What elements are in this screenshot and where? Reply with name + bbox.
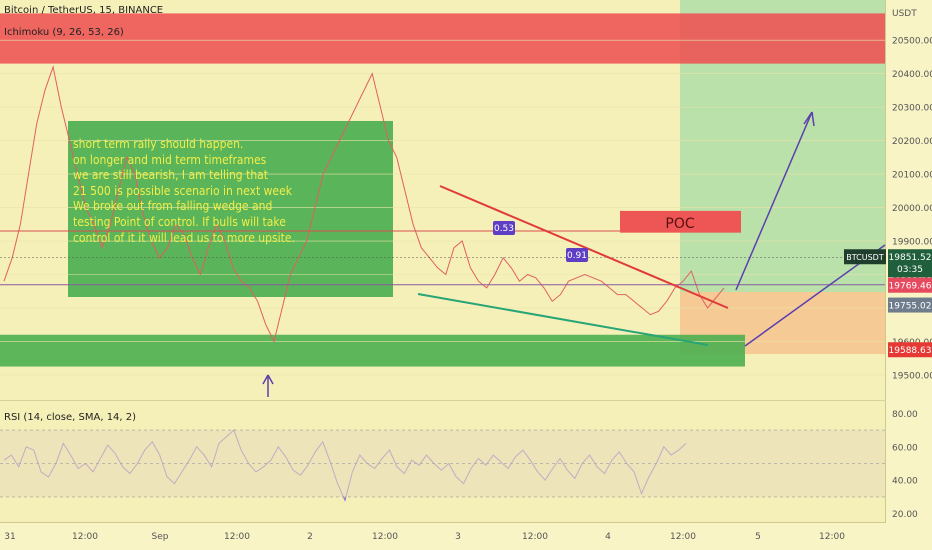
price-tick: 20000.00 [892, 204, 932, 214]
level-3-badge [888, 342, 932, 358]
time-tick: 12:00 [522, 532, 548, 542]
symbol-badge [844, 249, 886, 265]
time-tick: 3 [455, 532, 461, 542]
price-tick: 20100.00 [892, 171, 932, 181]
price-tick: 19500.00 [892, 371, 932, 381]
support-arrowhead [262, 374, 274, 385]
time-tick: 4 [605, 532, 611, 542]
wedge-bottom-line [417, 293, 709, 346]
annotation-line: testing Point of control. If bulls will … [73, 214, 286, 229]
level-3-value: 19588.63 [889, 346, 932, 356]
annotation-text: short term rally should happen. on longe… [73, 137, 393, 246]
ratio-badge-1 [493, 221, 515, 235]
poc-zone [620, 210, 741, 233]
time-tick: 2 [307, 532, 313, 542]
currency-label: USDT [892, 9, 917, 19]
target-arrowhead [803, 111, 815, 127]
annotation-line: control of it it will lead us to more up… [73, 230, 295, 245]
countdown-value: 03:35 [897, 265, 923, 275]
time-tick: 31 [4, 532, 15, 542]
annotation-box [68, 121, 393, 297]
time-axis [0, 522, 886, 550]
rsi-tick: 20.00 [892, 510, 918, 520]
level-1-badge [888, 277, 932, 293]
support-zone [0, 334, 745, 367]
rsi-tick: 60.00 [892, 443, 918, 453]
price-tick: 20500.00 [892, 37, 932, 47]
resistance-zone [0, 13, 885, 64]
price-line [3, 65, 725, 343]
annotation-line: We broke out from falling wedge and [73, 199, 273, 214]
annotation-line: 21 500 is possible scenario in next week [73, 183, 292, 198]
target-arrow-line [735, 111, 813, 291]
time-tick: 12:00 [224, 532, 250, 542]
poc-label: POC [665, 216, 694, 232]
time-tick: Sep [152, 532, 169, 542]
level-2-badge [888, 297, 932, 313]
time-tick: 12:00 [670, 532, 696, 542]
price-tick: 19900.00 [892, 238, 932, 248]
time-tick: 12:00 [372, 532, 398, 542]
rsi-band [0, 430, 885, 497]
level-2-value: 19755.02 [889, 302, 932, 312]
rsi-label: RSI (14, close, SMA, 14, 2) [4, 412, 137, 423]
rsi-tick: 80.00 [892, 410, 918, 420]
wedge-top-line [439, 185, 729, 309]
price-tick: 20300.00 [892, 104, 932, 114]
annotation-line: we are still bearish, I am telling that [73, 168, 269, 183]
annotation-line: short term rally should happen. [73, 137, 244, 151]
symbol-title: Bitcoin / TetherUS, 15, BINANCE [4, 5, 164, 16]
last-price-value: 19851.52 [889, 253, 932, 263]
level-1-value: 19769.46 [889, 282, 932, 292]
time-tick: 12:00 [72, 532, 98, 542]
time-tick: 12:00 [819, 532, 845, 542]
symbol-label: BTCUSDT [846, 253, 884, 262]
ratio-label-1: 0.53 [494, 224, 514, 234]
annotation-line: on longer and mid term timeframes [73, 152, 267, 167]
ratio-badge-2 [566, 248, 588, 262]
price-tick: 20200.00 [892, 137, 932, 147]
time-tick: 5 [755, 532, 761, 542]
ratio-label-2: 0.91 [567, 251, 587, 261]
ichimoku-label: Ichimoku (9, 26, 53, 26) [4, 27, 124, 38]
price-tick: 20400.00 [892, 70, 932, 80]
last-price-badge [888, 249, 932, 278]
rsi-tick: 40.00 [892, 477, 918, 487]
